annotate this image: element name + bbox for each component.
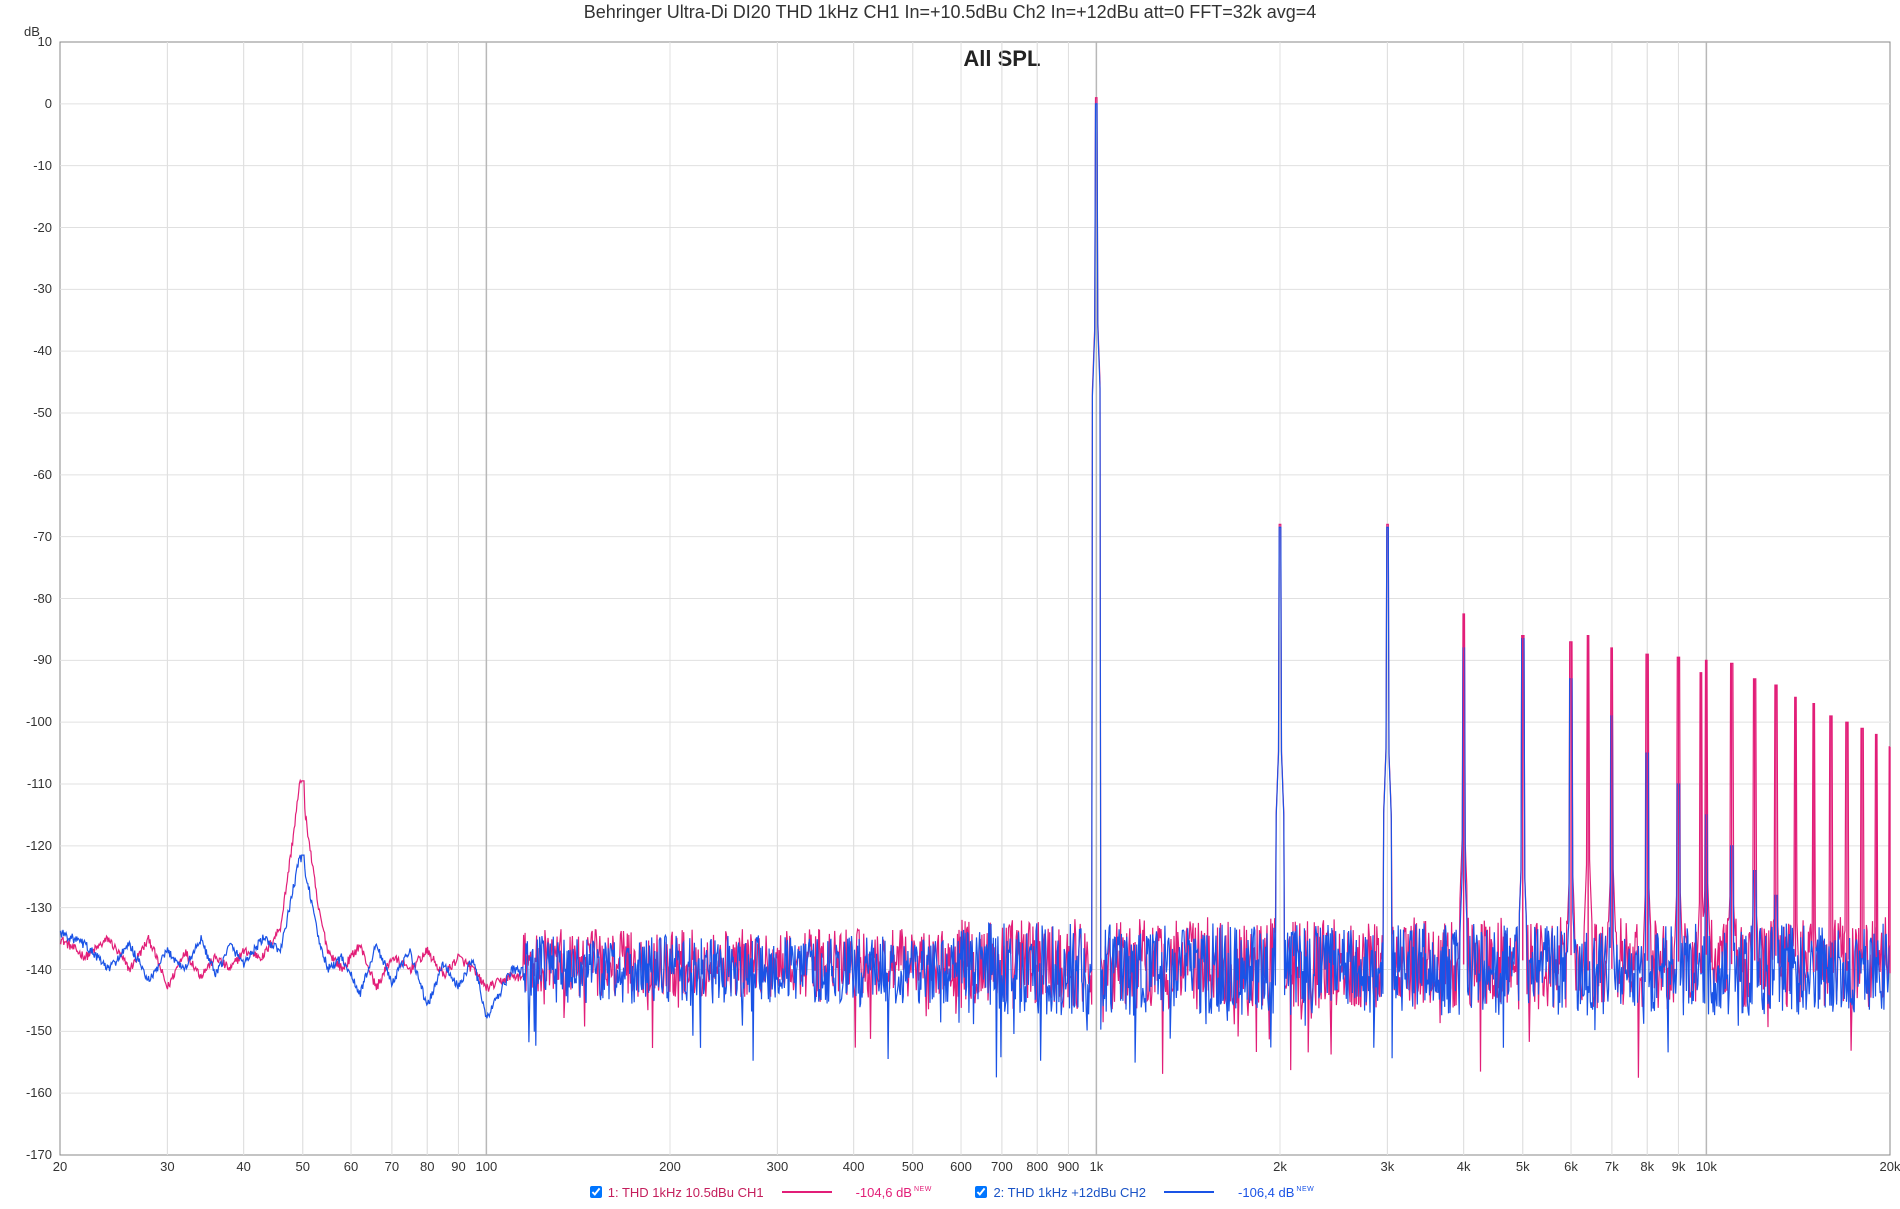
spectrum-chart: Behringer Ultra-Di DI20 THD 1kHz CH1 In=… — [0, 0, 1900, 1209]
x-tick-label: 400 — [843, 1159, 865, 1174]
y-tick-label: -40 — [22, 343, 52, 358]
y-tick-label: -20 — [22, 220, 52, 235]
x-tick-label: 8k — [1640, 1159, 1654, 1174]
y-tick-label: -160 — [22, 1085, 52, 1100]
legend-value-text-ch2: -106,4 dB — [1238, 1185, 1294, 1200]
legend-name-ch2: 2: THD 1kHz +12dBu CH2 — [993, 1185, 1146, 1200]
y-tick-label: -60 — [22, 467, 52, 482]
x-tick-label: 7k — [1605, 1159, 1619, 1174]
new-badge-ch1: NEW — [914, 1186, 932, 1193]
x-tick-label: 3k — [1381, 1159, 1395, 1174]
x-tick-label: 1k — [1089, 1159, 1103, 1174]
legend-item-ch1[interactable]: 1: THD 1kHz 10.5dBu CH1 -104,6 dBNEW — [586, 1183, 932, 1201]
y-tick-label: 10 — [22, 34, 52, 49]
y-tick-label: -30 — [22, 281, 52, 296]
x-tick-label: 4k — [1457, 1159, 1471, 1174]
y-tick-label: -140 — [22, 962, 52, 977]
x-tick-label: 60 — [344, 1159, 358, 1174]
x-tick-label: 20 — [53, 1159, 67, 1174]
x-tick-label: 50 — [296, 1159, 310, 1174]
legend-checkbox-ch2[interactable] — [975, 1186, 987, 1198]
legend: 1: THD 1kHz 10.5dBu CH1 -104,6 dBNEW 2: … — [0, 1183, 1900, 1201]
x-tick-label: 9k — [1672, 1159, 1686, 1174]
y-tick-label: -130 — [22, 900, 52, 915]
x-tick-label: 30 — [160, 1159, 174, 1174]
x-tick-label: 700 — [991, 1159, 1013, 1174]
x-tick-label: 500 — [902, 1159, 924, 1174]
x-tick-label: 900 — [1058, 1159, 1080, 1174]
legend-name-ch1: 1: THD 1kHz 10.5dBu CH1 — [608, 1185, 764, 1200]
x-tick-label: 20k — [1880, 1159, 1900, 1174]
x-tick-label: 300 — [767, 1159, 789, 1174]
x-tick-label: 10k — [1696, 1159, 1717, 1174]
x-tick-label: 5k — [1516, 1159, 1530, 1174]
x-tick-label: 2k — [1273, 1159, 1287, 1174]
y-tick-label: -170 — [22, 1147, 52, 1162]
legend-item-ch2[interactable]: 2: THD 1kHz +12dBu CH2 -106,4 dBNEW — [971, 1183, 1314, 1201]
plot-canvas — [0, 0, 1900, 1209]
x-tick-label: 800 — [1026, 1159, 1048, 1174]
y-tick-label: -110 — [22, 776, 52, 791]
y-tick-label: -100 — [22, 714, 52, 729]
legend-value-ch2: -106,4 dBNEW — [1238, 1185, 1314, 1200]
x-tick-label: 600 — [950, 1159, 972, 1174]
legend-checkbox-ch1[interactable] — [590, 1186, 602, 1198]
legend-dash-ch1 — [782, 1191, 832, 1193]
legend-value-text-ch1: -104,6 dB — [856, 1185, 912, 1200]
x-tick-label: 70 — [385, 1159, 399, 1174]
x-tick-label: 90 — [451, 1159, 465, 1174]
x-tick-label: 6k — [1564, 1159, 1578, 1174]
y-tick-label: -10 — [22, 158, 52, 173]
y-tick-label: 0 — [22, 96, 52, 111]
x-tick-label: 80 — [420, 1159, 434, 1174]
y-tick-label: -90 — [22, 652, 52, 667]
y-tick-label: -150 — [22, 1023, 52, 1038]
y-tick-label: -80 — [22, 591, 52, 606]
x-tick-label: 200 — [659, 1159, 681, 1174]
legend-dash-ch2 — [1164, 1191, 1214, 1193]
x-tick-label: 40 — [236, 1159, 250, 1174]
x-tick-label: 100 — [476, 1159, 498, 1174]
new-badge-ch2: NEW — [1296, 1186, 1314, 1193]
y-tick-label: -50 — [22, 405, 52, 420]
legend-value-ch1: -104,6 dBNEW — [856, 1185, 932, 1200]
y-tick-label: -120 — [22, 838, 52, 853]
y-tick-label: -70 — [22, 529, 52, 544]
